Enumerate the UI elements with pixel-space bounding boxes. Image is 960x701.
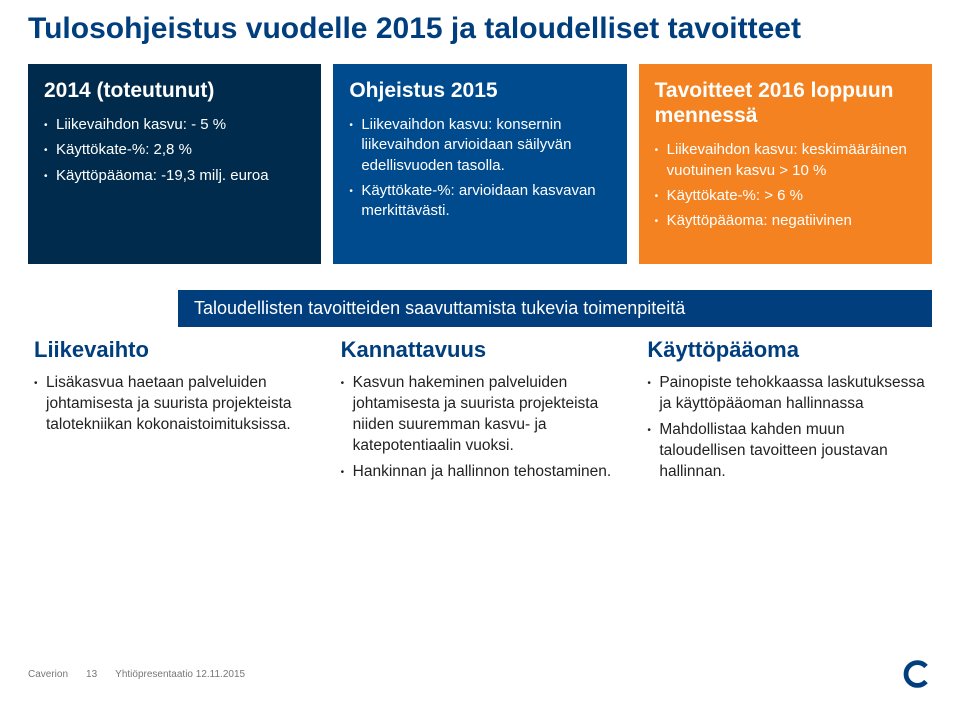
- card-2014: 2014 (toteutunut) Liikevaihdon kasvu: - …: [28, 64, 321, 264]
- column-kayttopaaoma: Käyttöpääoma Painopiste tehokkaassa lask…: [647, 337, 926, 488]
- column-item: Lisäkasvua haetaan palveluiden johtamise…: [34, 373, 313, 436]
- column-item: Kasvun hakeminen palveluiden johtamisest…: [341, 373, 620, 457]
- card-item: Käyttökate-%: arvioidaan kasvavan merkit…: [349, 181, 610, 222]
- card-item: Käyttöpääoma: negatiivinen: [655, 211, 916, 231]
- column-kannattavuus: Kannattavuus Kasvun hakeminen palveluide…: [341, 337, 620, 488]
- column-liikevaihto: Liikevaihto Lisäkasvua haetaan palveluid…: [34, 337, 313, 488]
- card-title: Ohjeistus 2015: [349, 78, 610, 103]
- footer-page-number: 13: [86, 669, 97, 680]
- section-header: Taloudellisten tavoitteiden saavuttamist…: [178, 290, 932, 327]
- footer-company: Caverion: [28, 669, 68, 680]
- column-item: Hankinnan ja hallinnon tehostaminen.: [341, 462, 620, 483]
- card-item: Liikevaihdon kasvu: konsernin liikevaihd…: [349, 115, 610, 176]
- bottom-columns-row: Liikevaihto Lisäkasvua haetaan palveluid…: [28, 337, 932, 488]
- column-item: Mahdollistaa kahden muun taloudellisen t…: [647, 420, 926, 483]
- card-item: Käyttökate-%: > 6 %: [655, 186, 916, 206]
- card-title: 2014 (toteutunut): [44, 78, 305, 103]
- card-ohjeistus-2015: Ohjeistus 2015 Liikevaihdon kasvu: konse…: [333, 64, 626, 264]
- column-title: Käyttöpääoma: [647, 337, 926, 363]
- card-title: Tavoitteet 2016 loppuun mennessä: [655, 78, 916, 128]
- card-item: Käyttöpääoma: -19,3 milj. euroa: [44, 166, 305, 186]
- top-cards-row: 2014 (toteutunut) Liikevaihdon kasvu: - …: [28, 64, 932, 264]
- card-item: Liikevaihdon kasvu: keskimääräinen vuotu…: [655, 140, 916, 181]
- column-title: Kannattavuus: [341, 337, 620, 363]
- slide-footer: Caverion 13 Yhtiöpresentaatio 12.11.2015: [28, 659, 932, 689]
- page-title: Tulosohjeistus vuodelle 2015 ja taloudel…: [28, 12, 932, 46]
- card-item: Liikevaihdon kasvu: - 5 %: [44, 115, 305, 135]
- footer-presentation: Yhtiöpresentaatio 12.11.2015: [115, 669, 245, 680]
- column-item: Painopiste tehokkaassa laskutuksessa ja …: [647, 373, 926, 415]
- card-tavoitteet-2016: Tavoitteet 2016 loppuun mennessä Liikeva…: [639, 64, 932, 264]
- column-title: Liikevaihto: [34, 337, 313, 363]
- company-logo-icon: [902, 659, 932, 689]
- card-item: Käyttökate-%: 2,8 %: [44, 140, 305, 160]
